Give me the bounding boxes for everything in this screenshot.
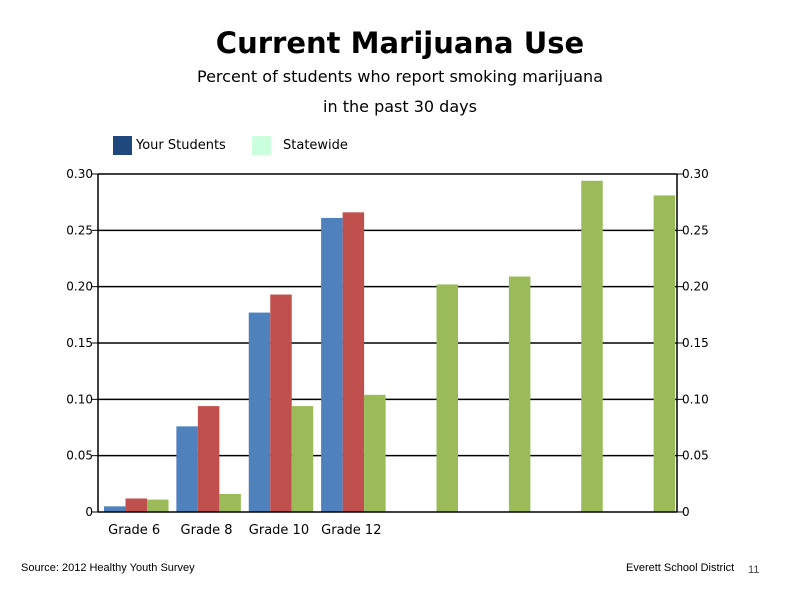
legend-swatch-your-students [113,136,132,155]
chart-title: Current Marijuana Use [215,26,585,60]
y-tick-label: 0.30 [66,167,93,181]
y-tick-label: 0.05 [66,449,93,463]
bar [219,493,241,512]
legend-label-statewide: Statewide [283,138,348,153]
y2-tick-label: 0.25 [682,223,709,237]
y2-tick-label: 0.05 [682,449,709,463]
y2-tick-label: 0.30 [682,167,709,181]
bar [197,406,220,512]
legend-swatch-statewide [252,136,271,155]
bar [248,312,271,512]
bar [147,499,169,512]
x-tick-label: Grade 6 [108,523,160,538]
chart-subtitle-line-1: Percent of students who report smoking m… [197,67,603,86]
legend-label-your-students: Your Students [136,138,226,153]
bar [436,284,458,512]
bar-chart: 0 0 0.05 0.05 0.10 0.10 0.15 0.15 0.20 0.20 0.25 0.… [66,167,709,538]
x-tick-label: Grade 8 [181,523,233,538]
y2-tick-label: 0 [682,505,690,519]
y2-tick-label: 0.10 [682,392,709,406]
bar [653,195,676,512]
y2-tick-label: 0.15 [682,336,709,350]
bar [291,406,314,512]
bar [270,294,292,512]
y-tick-label: 0.15 [66,336,93,350]
bar [508,276,531,512]
source-note: Source: 2012 Healthy Youth Survey [21,562,195,574]
bar [104,506,126,512]
y-tick-label: 0 [85,505,93,519]
organization-name: Everett School District [626,562,735,574]
bar [176,426,198,512]
bar [581,180,603,512]
y-tick-label: 0.10 [66,392,93,406]
y2-tick-label: 0.20 [682,280,709,294]
bar [321,217,343,512]
x-tick-label: Grade 12 [321,523,381,538]
page-number: 11 [748,564,760,576]
bar [364,394,386,512]
bar [125,498,147,512]
chart-subtitle-line-2: in the past 30 days [323,97,477,116]
y-tick-label: 0.20 [66,280,93,294]
x-tick-label: Grade 10 [249,523,309,538]
bar [342,212,365,512]
y-tick-label: 0.25 [66,223,93,237]
